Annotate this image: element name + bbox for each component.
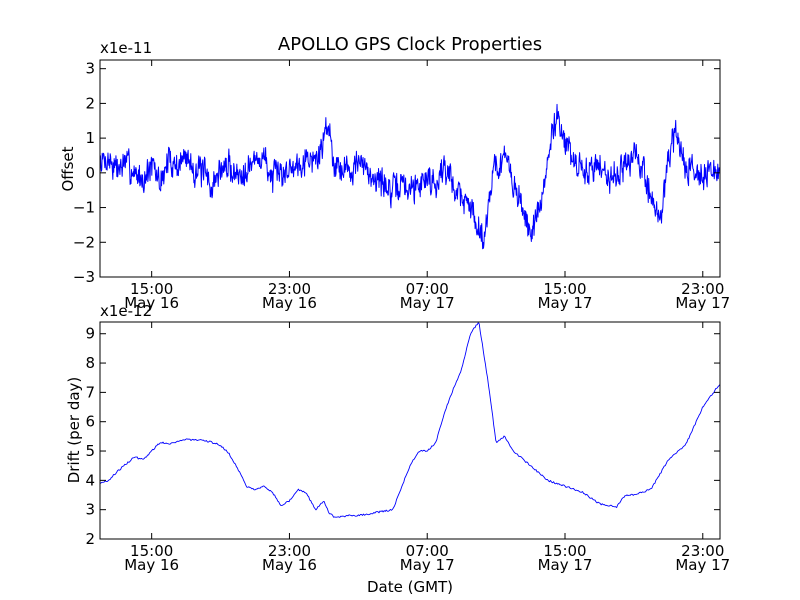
offset-y-tick-label: −1 xyxy=(73,199,95,217)
offset-x-tick-label: May 17 xyxy=(400,294,455,312)
offset-y-tick-label: 2 xyxy=(85,94,95,112)
drift-x-tick-label: 23:00 xyxy=(268,542,311,560)
drift-x-tick-label: 07:00 xyxy=(406,542,449,560)
drift-y-tick-label: 7 xyxy=(85,383,95,401)
drift-x-tick-label: May 17 xyxy=(675,556,730,574)
drift-x-tick-label: 15:00 xyxy=(543,542,586,560)
drift-y-tick-label: 5 xyxy=(85,442,95,460)
offset-x-tick-label: May 17 xyxy=(538,294,593,312)
offset-y-tick-label: 0 xyxy=(85,164,95,182)
drift-plot-frame xyxy=(99,321,721,540)
drift-x-tick-label: May 17 xyxy=(400,556,455,574)
offset-y-tick-label: 1 xyxy=(85,129,95,147)
drift-x-tick-label: May 17 xyxy=(538,556,593,574)
drift-y-tick-label: 2 xyxy=(85,530,95,548)
drift-y-tick-label: 9 xyxy=(85,325,95,343)
drift-x-axis-label: Date (GMT) xyxy=(367,578,453,596)
offset-x-tick-label: 23:00 xyxy=(268,280,311,298)
drift-x-tick-label: May 16 xyxy=(262,556,317,574)
drift-scale-label: x1e-12 xyxy=(100,302,152,320)
offset-x-tick-label: 23:00 xyxy=(681,280,724,298)
offset-y-tick-label: 3 xyxy=(85,60,95,78)
offset-y-axis-label: Offset xyxy=(59,146,77,191)
drift-series-line xyxy=(100,322,720,518)
offset-y-tick-label: −2 xyxy=(73,233,95,251)
chart-title: APOLLO GPS Clock Properties xyxy=(278,34,542,55)
offset-x-tick-label: May 16 xyxy=(262,294,317,312)
drift-y-axis-label: Drift (per day) xyxy=(65,377,83,484)
offset-x-tick-label: May 17 xyxy=(675,294,730,312)
drift-y-tick-label: 8 xyxy=(85,354,95,372)
offset-x-tick-label: May 16 xyxy=(124,294,179,312)
drift-y-tick-label: 6 xyxy=(85,413,95,431)
offset-plot-frame xyxy=(99,59,721,278)
offset-y-tick-label: −3 xyxy=(73,268,95,286)
drift-panel: x1e-12 Drift (per day) Date (GMT) 2 3 4 5 6 7… xyxy=(65,302,730,596)
drift-x-tick-label: 15:00 xyxy=(130,542,173,560)
drift-y-tick-label: 4 xyxy=(85,471,95,489)
offset-series-line xyxy=(100,103,720,250)
drift-x-tick-label: May 16 xyxy=(124,556,179,574)
offset-x-tick-label: 15:00 xyxy=(543,280,586,298)
offset-scale-label: x1e-11 xyxy=(100,39,152,57)
offset-x-tick-label: 07:00 xyxy=(406,280,449,298)
drift-y-tick-label: 3 xyxy=(85,501,95,519)
offset-x-tick-label: 15:00 xyxy=(130,280,173,298)
drift-x-tick-label: 23:00 xyxy=(681,542,724,560)
